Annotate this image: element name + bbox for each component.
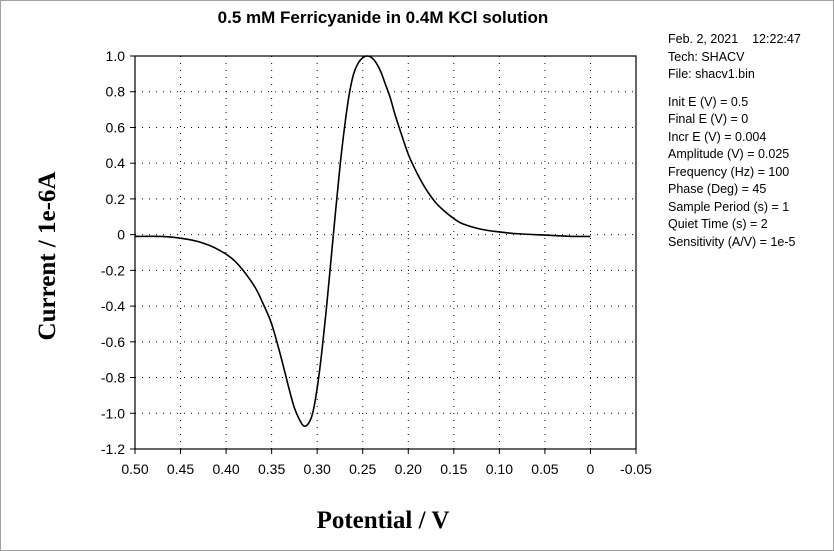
info-time: 12:22:47	[752, 32, 801, 46]
y-tick-label: -0.6	[101, 334, 125, 350]
y-tick-label: -1.0	[101, 405, 125, 421]
y-tick-label: -0.2	[101, 262, 125, 278]
series-line	[134, 55, 591, 427]
info-panel: Feb. 2, 2021 12:22:47 Tech: SHACV File: …	[668, 31, 834, 251]
info-tech: Tech: SHACV	[668, 49, 745, 64]
info-param: Init E (V) = 0.5	[668, 94, 749, 109]
axis-ticks: 0.50 0.45 0.40 0.35 0.30 0.25 0.20 0.15 0.10 0.05…	[101, 48, 652, 477]
y-axis-label: Current / 1e-6A	[34, 172, 61, 341]
parameter-list: Init E (V) = 0.5 Final E (V) = 0 Incr E (V…	[668, 94, 834, 252]
x-tick-label: -0.05	[620, 461, 652, 477]
x-tick-label: 0.20	[395, 461, 422, 477]
x-tick-label: 0.35	[258, 461, 285, 477]
info-param: Amplitude (V) = 0.025	[668, 147, 790, 161]
y-tick-label: 0.2	[106, 191, 126, 207]
x-tick-label: 0.10	[486, 461, 513, 477]
plot-area	[134, 55, 637, 450]
x-tick-label: 0.30	[304, 461, 331, 477]
x-axis-label: Potential / V	[317, 507, 450, 534]
y-tick-label: 0.8	[106, 84, 126, 100]
y-tick-label: 0.6	[106, 119, 126, 135]
y-tick-label: -0.4	[101, 298, 125, 314]
info-param: Sample Period (s) = 1	[668, 199, 790, 214]
info-datetime: Feb. 2, 2021 12:22:47	[668, 31, 834, 49]
info-param: Frequency (Hz) = 100	[668, 164, 790, 179]
info-date: Feb. 2, 2021	[668, 32, 739, 46]
x-tick-label: 0.40	[212, 461, 239, 477]
info-param: Final E (V) = 0	[668, 112, 749, 126]
info-param: Sensitivity (A/V) = 1e-5	[668, 234, 796, 249]
x-tick-label: 0.15	[440, 461, 467, 477]
y-tick-label: 0	[117, 227, 125, 243]
y-tick-label: 1.0	[106, 48, 126, 64]
x-tick-label: 0.45	[167, 461, 194, 477]
series-layer	[134, 55, 591, 427]
info-file: File: shacv1.bin	[668, 67, 755, 81]
y-tick-label: -0.8	[101, 370, 125, 386]
x-tick-label: 0.25	[349, 461, 376, 477]
y-tick-label: -1.2	[101, 441, 125, 457]
info-param: Quiet Time (s) = 2	[668, 217, 768, 231]
x-tick-label: 0.50	[121, 461, 148, 477]
x-tick-label: 0.05	[531, 461, 558, 477]
chart-title: 0.5 mM Ferricyanide in 0.4M KCl solution	[218, 8, 549, 27]
grid	[134, 55, 637, 450]
info-param: Incr E (V) = 0.004	[668, 129, 767, 144]
info-param: Phase (Deg) = 45	[668, 182, 767, 196]
y-tick-label: 0.4	[106, 155, 126, 171]
x-tick-label: 0	[587, 461, 595, 477]
